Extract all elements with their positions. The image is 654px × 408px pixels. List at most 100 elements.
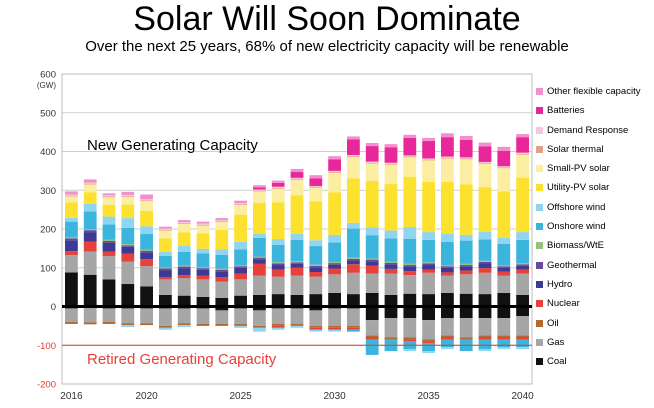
x-tick-label: 2040 <box>511 391 534 402</box>
bar-segment <box>497 243 511 266</box>
bar-segment <box>459 157 473 159</box>
bar-segment <box>441 158 454 182</box>
bar-segment <box>121 246 135 254</box>
retired-bar-segment <box>497 318 511 336</box>
annotation-new-capacity: New Generating Capacity <box>87 137 258 154</box>
bar-segment <box>83 183 97 185</box>
bar-segment <box>459 136 473 140</box>
bar-segment <box>309 175 323 179</box>
bar-segment <box>121 196 135 205</box>
legend-item: Gas <box>536 337 654 356</box>
retired-bar-segment <box>403 349 417 352</box>
retired-bar-segment <box>177 308 191 324</box>
bar-segment <box>422 159 435 161</box>
bar-segment <box>253 257 266 260</box>
legend-label: Nuclear <box>547 298 580 310</box>
page-title: Solar Will Soon Dominate <box>133 0 521 38</box>
bar-segment <box>459 159 473 185</box>
bar-segment <box>497 191 511 238</box>
retired-bar-segment <box>196 323 210 326</box>
bar-segment <box>328 242 341 262</box>
bar-segment <box>290 262 304 264</box>
bar-segment <box>140 201 153 211</box>
bar-segment <box>384 268 398 274</box>
retired-bar-segment <box>253 327 266 332</box>
bar-segment <box>347 136 360 140</box>
bar-segment <box>159 279 172 295</box>
bar-segment <box>328 274 341 293</box>
bar-segment <box>516 152 529 154</box>
legend-item: Geothermal <box>536 260 654 279</box>
retired-bar-segment <box>516 339 529 348</box>
bar-segment <box>328 170 341 173</box>
retired-bar-segment <box>516 347 529 350</box>
bar-segment <box>271 269 285 277</box>
retired-bar-segment <box>516 306 529 317</box>
bar-segment <box>384 264 398 269</box>
retired-bar-segment <box>441 318 454 336</box>
bar-segment <box>422 137 435 142</box>
bar-segment <box>159 277 172 280</box>
bar-segment <box>253 259 266 264</box>
legend-swatch <box>536 107 543 115</box>
x-tick-label: 2016 <box>60 391 83 402</box>
legend-item: Coal <box>536 356 654 375</box>
bar-segment <box>102 241 116 243</box>
bar-segment <box>384 164 398 185</box>
bar-segment <box>365 162 379 164</box>
bar-segment <box>328 268 341 275</box>
bar-segment <box>215 271 229 278</box>
legend-item: Small-PV solar <box>536 163 654 182</box>
bar-segment <box>102 224 116 240</box>
bar-segment <box>102 204 116 217</box>
legend-item: Hydro <box>536 279 654 298</box>
bar-segment <box>140 249 153 251</box>
bar-segment <box>328 159 341 171</box>
bar-segment <box>253 203 266 235</box>
legend-item: Biomass/WtE <box>536 240 654 259</box>
bar-segment <box>234 265 247 267</box>
retired-bar-segment <box>441 347 454 350</box>
retired-bar-segment <box>403 339 417 342</box>
bar-segment <box>196 224 210 226</box>
bar-segment <box>83 230 97 233</box>
bar-segment <box>403 155 417 157</box>
bar-segment <box>365 227 379 236</box>
retired-bar-segment <box>497 339 511 348</box>
legend-label: Solar thermal <box>547 143 604 155</box>
bar-segment <box>365 259 379 262</box>
bar-segment <box>159 229 172 231</box>
bar-segment <box>441 157 454 159</box>
bar-segment <box>328 234 341 243</box>
retired-bar-segment <box>384 318 398 338</box>
bar-segment <box>347 264 360 273</box>
bar-segment <box>271 180 285 183</box>
bar-segment <box>121 204 135 219</box>
bar-segment <box>347 260 360 265</box>
bar-segment <box>459 265 473 267</box>
bar-segment <box>253 237 266 257</box>
bar-segment <box>384 294 398 307</box>
bar-segment <box>422 294 435 307</box>
retired-bar-segment <box>102 322 116 324</box>
bar-segment <box>516 239 529 264</box>
bar-segment <box>422 263 435 266</box>
bar-segment <box>384 230 398 239</box>
bar-segment <box>102 195 116 197</box>
bar-segment <box>497 292 511 307</box>
bar-segment <box>253 275 266 295</box>
bar-segment <box>497 146 511 151</box>
legend-label: Hydro <box>547 278 573 290</box>
bar-segment <box>384 273 398 295</box>
retired-bar-segment <box>497 306 511 319</box>
bar-segment <box>121 244 135 246</box>
plot-frame <box>61 73 533 385</box>
bar-segment <box>516 294 529 307</box>
bar-segment <box>478 187 492 232</box>
bar-segment <box>403 156 417 158</box>
bar-segment <box>365 261 379 266</box>
bar-segment <box>102 216 116 225</box>
bar-segment <box>196 223 210 225</box>
bar-segment <box>478 268 492 273</box>
